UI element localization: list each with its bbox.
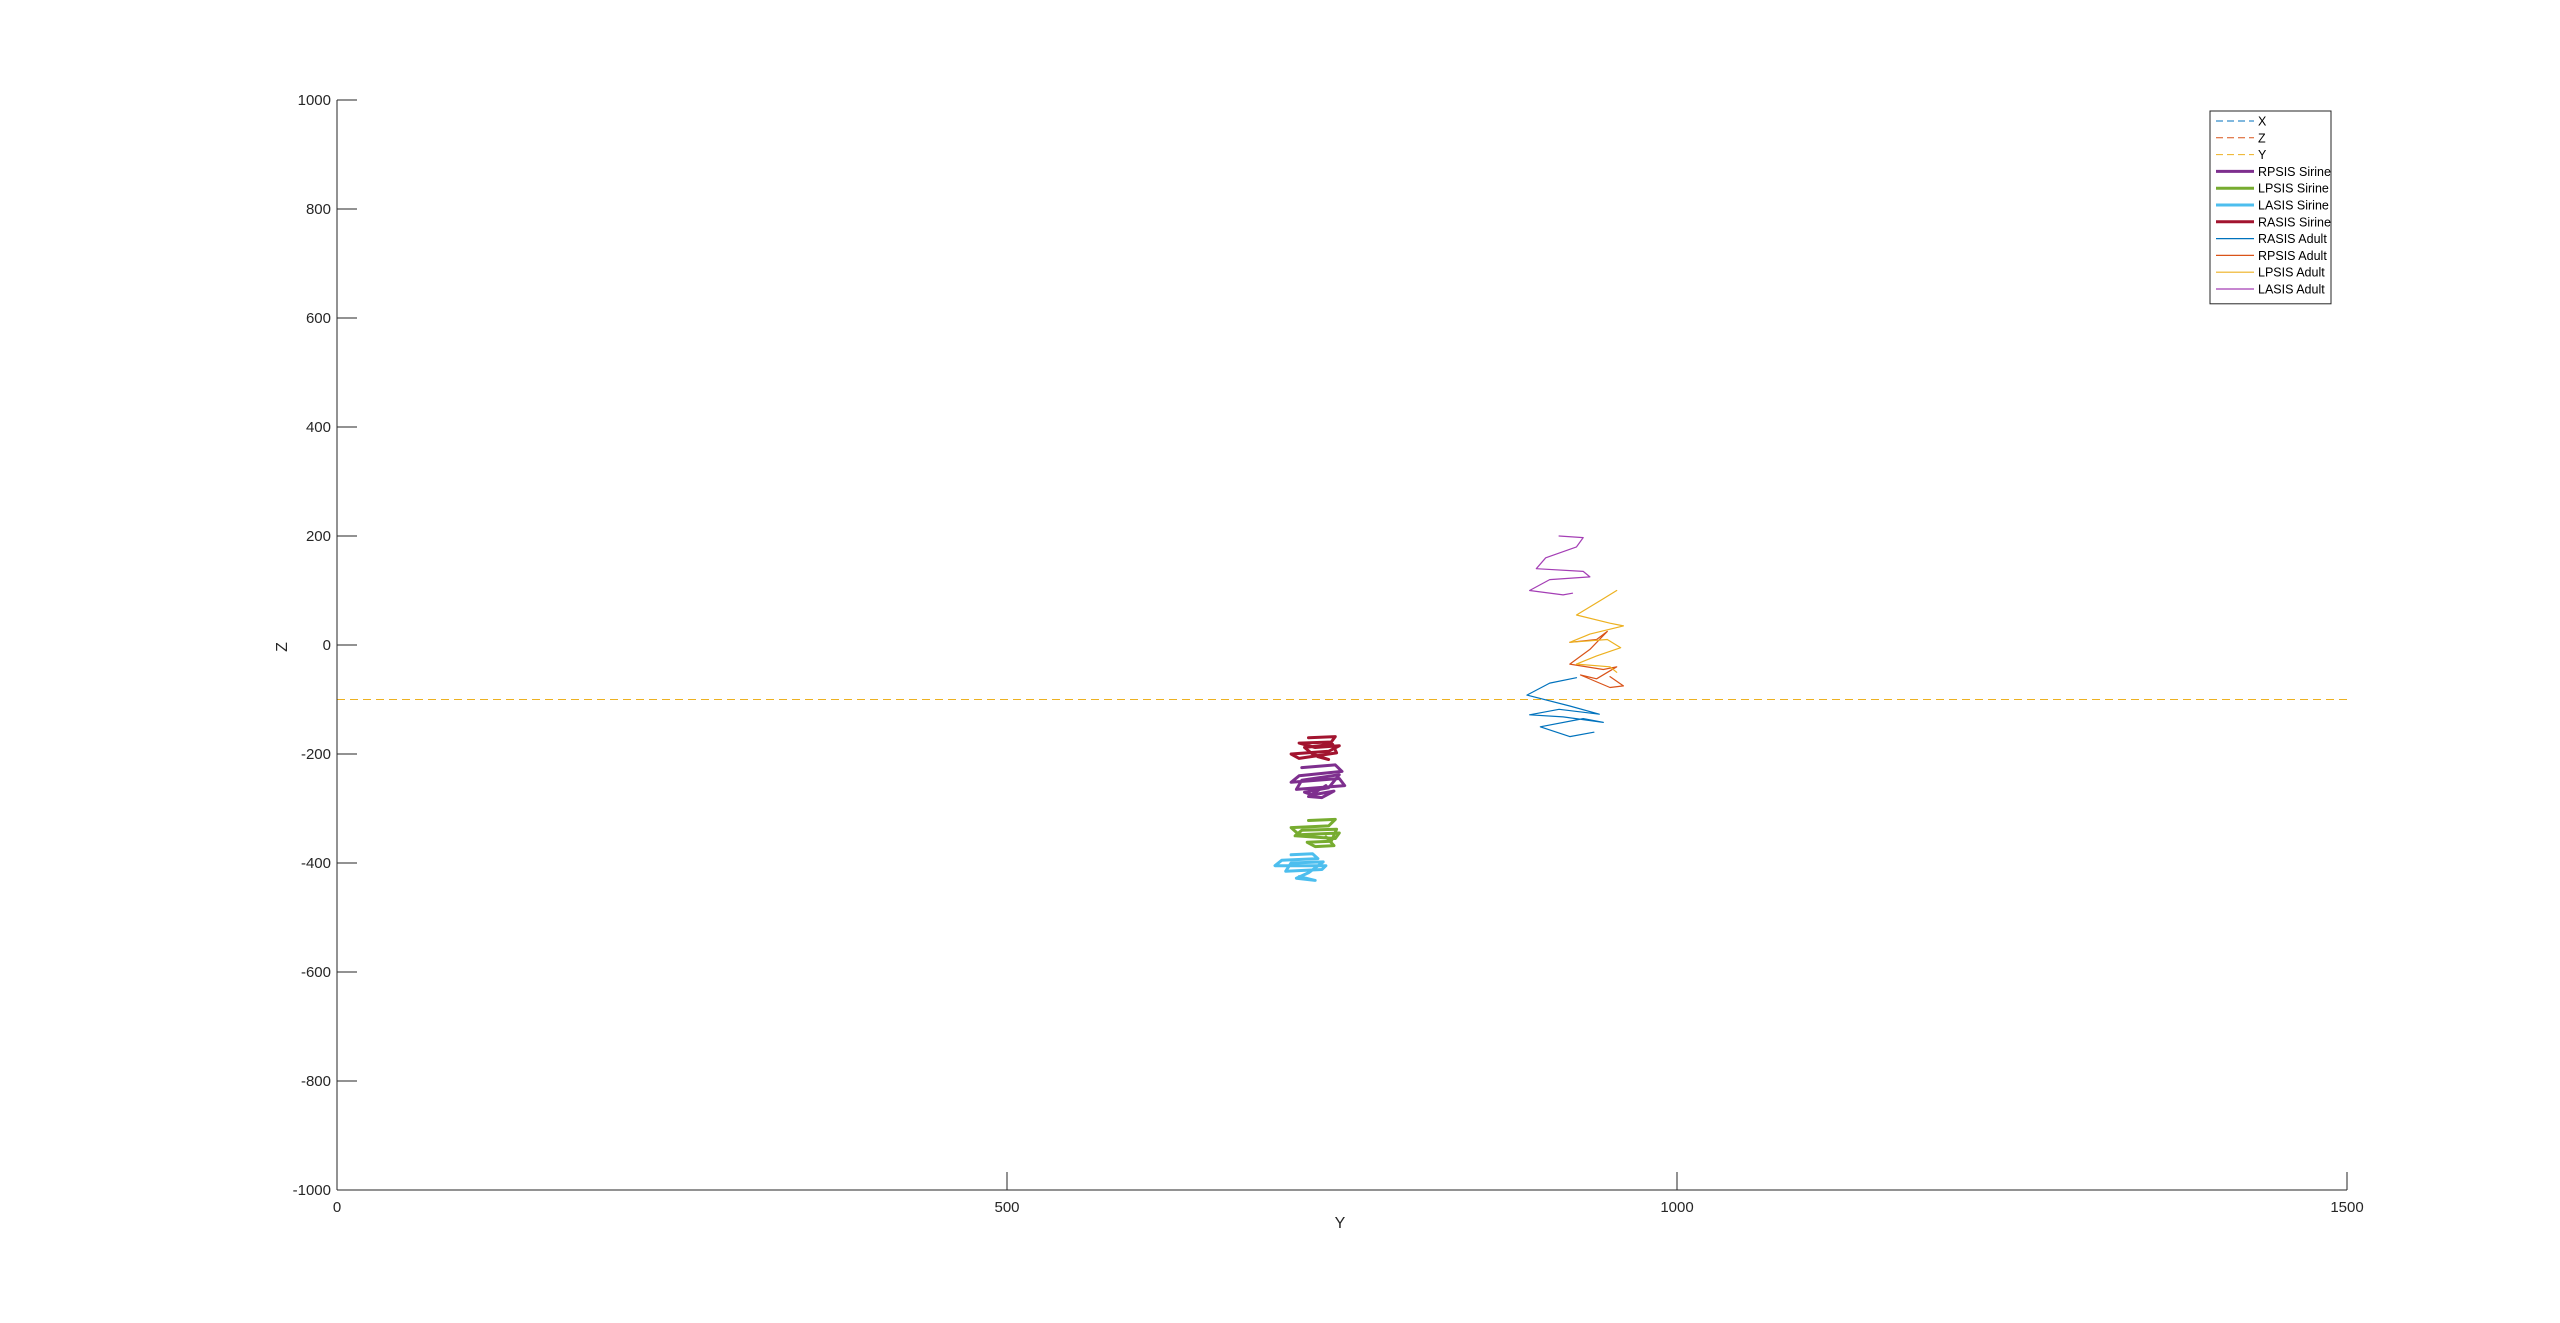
series-line-5 — [1273, 852, 1328, 882]
series-line-10 — [1528, 535, 1591, 596]
series-line-4 — [1289, 817, 1341, 849]
y-tick-label-8: 600 — [306, 310, 331, 327]
legend-entry-5: LASIS Sirine — [2258, 199, 2329, 213]
y-tick-label-2: -600 — [301, 964, 331, 981]
x-tick-label-1: 500 — [994, 1199, 1019, 1216]
legend-entry-4: LPSIS Sirine — [2258, 182, 2329, 196]
series-line-7 — [1526, 677, 1604, 738]
x-tick-label-0: 0 — [333, 1199, 341, 1216]
y-tick-label-5: 0 — [323, 637, 331, 654]
series-line-9 — [1569, 589, 1625, 673]
legend-entry-7: RASIS Adult — [2258, 232, 2327, 246]
series-line-8 — [1569, 630, 1625, 689]
series-line-6 — [1289, 735, 1341, 761]
y-tick-label-4: -200 — [301, 746, 331, 763]
x-tick-label-3: 1500 — [2330, 1199, 2363, 1216]
y-tick-label-1: -800 — [301, 1073, 331, 1090]
legend-entry-0: X — [2258, 115, 2267, 129]
legend-entry-8: RPSIS Adult — [2258, 249, 2327, 263]
legend-entry-1: Z — [2258, 131, 2266, 145]
y-axis-label: Z — [274, 642, 291, 652]
series-line-3 — [1289, 763, 1347, 800]
y-tick-label-7: 400 — [306, 419, 331, 436]
y-tick-label-3: -400 — [301, 855, 331, 872]
y-axis-ticks: -1000 -800 -600 -400 -200 0 200 400 600 800 1000 — [293, 92, 357, 1199]
legend-entry-10: LASIS Adult — [2258, 283, 2325, 297]
legend-entry-6: RASIS Sirine — [2258, 215, 2331, 229]
plot-series — [336, 100, 2347, 1190]
x-axis-label: Y — [1335, 1215, 1346, 1232]
y-tick-label-10: 1000 — [298, 92, 331, 109]
legend-entry-2: Y — [2258, 148, 2267, 162]
x-axis-ticks: 0 500 1000 1500 — [333, 1172, 2364, 1216]
y-tick-label-6: 200 — [306, 528, 331, 545]
legend-entry-3: RPSIS Sirine — [2258, 165, 2331, 179]
y-tick-label-9: 800 — [306, 201, 331, 218]
y-tick-label-0: -1000 — [293, 1182, 331, 1199]
legend-entry-9: LPSIS Adult — [2258, 266, 2325, 280]
axes — [336, 100, 2347, 1191]
legend: XZY RPSIS Sirine LPSIS Sirine LASIS Sirine R… — [2209, 110, 2332, 305]
x-tick-label-2: 1000 — [1660, 1199, 1693, 1216]
